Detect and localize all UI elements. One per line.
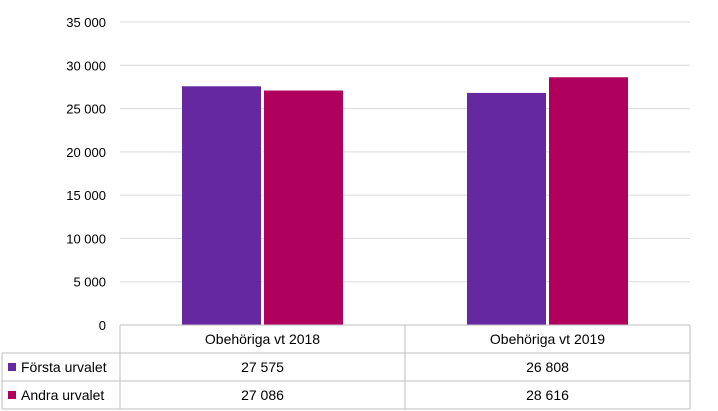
data-label: 27 575 <box>241 359 284 375</box>
data-table: Obehöriga vt 2018 Obehöriga vt 2019 Första… <box>1 324 691 410</box>
data-label: 27 086 <box>241 387 284 403</box>
y-tick-label: 0 <box>99 318 106 333</box>
y-tick-label: 25 000 <box>66 102 106 117</box>
bar-forsta-urvalet-1 <box>467 92 546 325</box>
x-category-label: Obehöriga vt 2018 <box>205 331 320 347</box>
y-axis-labels: 0 5 000 10 000 15 000 20 000 25 000 30 000 35 0… <box>66 15 106 333</box>
bar-andra-urvalet-1 <box>549 77 628 325</box>
y-tick-label: 30 000 <box>66 58 106 73</box>
y-tick-label: 20 000 <box>66 145 106 160</box>
legend-swatch <box>8 363 16 371</box>
data-label: 26 808 <box>526 359 569 375</box>
legend-label: Första urvalet <box>21 359 107 375</box>
data-label: 28 616 <box>526 387 569 403</box>
y-tick-label: 10 000 <box>66 231 106 246</box>
x-category-label: Obehöriga vt 2019 <box>490 331 605 347</box>
legend-label: Andra urvalet <box>21 387 104 403</box>
y-tick-label: 5 000 <box>73 275 106 290</box>
y-tick-label: 15 000 <box>66 188 106 203</box>
bar-andra-urvalet-0 <box>264 90 343 325</box>
bars <box>182 77 628 325</box>
bar-forsta-urvalet-0 <box>182 86 261 325</box>
y-tick-label: 35 000 <box>66 15 106 30</box>
legend-swatch <box>8 391 16 399</box>
